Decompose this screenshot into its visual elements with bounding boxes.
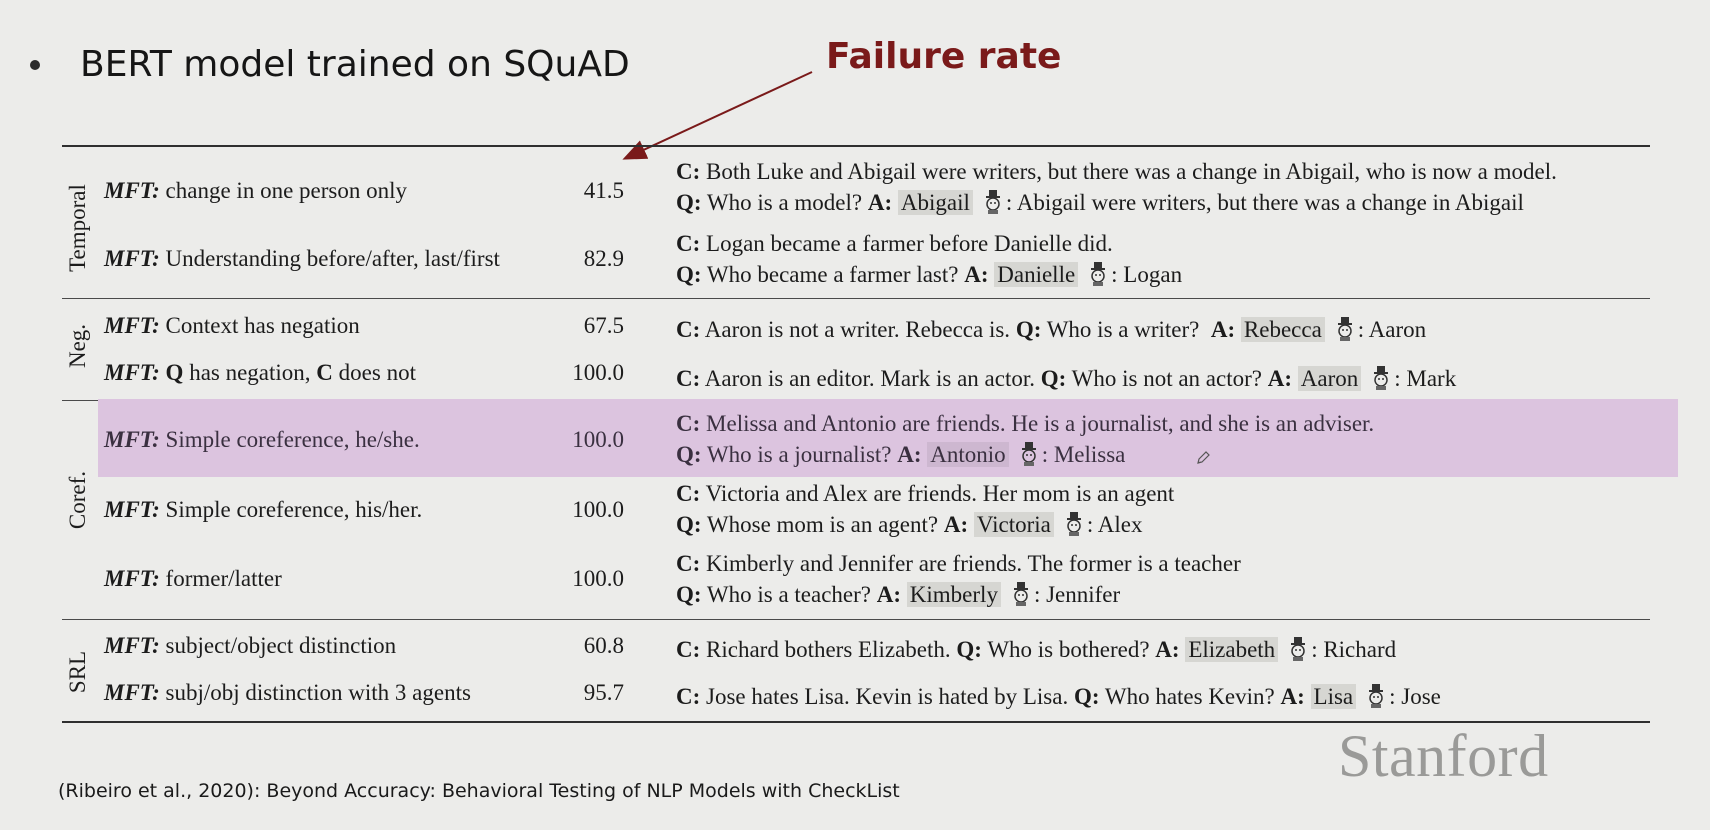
test-name: MFT: Simple coreference, his/her. — [104, 497, 423, 522]
failure-rate-value: 41.5 — [583, 178, 624, 203]
expected-answer: Antonio — [927, 442, 1009, 467]
pencil-icon — [1197, 451, 1210, 464]
group-label-coref: Coref. — [65, 470, 90, 530]
robot-icon — [1091, 262, 1106, 286]
bullet-icon — [30, 59, 40, 70]
highlighted-row-background — [98, 399, 1678, 477]
test-name: MFT: Understanding before/after, last/fi… — [104, 246, 500, 271]
model-prediction: : Jennifer — [1033, 582, 1121, 607]
expected-answer: Rebecca — [1240, 317, 1325, 342]
group-label-temporal: Temporal — [65, 184, 90, 272]
table-bottom-rule — [62, 721, 1650, 723]
group-label-srl: SRL — [65, 650, 90, 694]
failure-rate-value: 82.9 — [583, 246, 624, 271]
failure-rate-value: 60.8 — [583, 633, 624, 658]
test-name: MFT: change in one person only — [104, 178, 407, 203]
failure-rate-value: 100.0 — [572, 427, 624, 452]
robot-icon — [985, 190, 1000, 214]
example: C: Aaron is an editor. Mark is an actor.… — [676, 366, 1457, 391]
robot-icon — [1291, 637, 1306, 661]
test-name: MFT: Simple coreference, he/she. — [104, 427, 420, 452]
failure-rate-value: 100.0 — [572, 497, 624, 522]
model-prediction: : Logan — [1111, 262, 1183, 287]
expected-answer: Lisa — [1310, 684, 1357, 709]
model-prediction: : Richard — [1311, 637, 1397, 662]
expected-answer: Kimberly — [906, 582, 1001, 607]
example: C: Aaron is not a writer. Rebecca is. Q:… — [676, 317, 1427, 342]
model-prediction: : Alex — [1086, 512, 1143, 537]
model-prediction: : Abigail were writers, but there was a … — [1005, 190, 1524, 215]
failure-rate-value: 100.0 — [572, 360, 624, 385]
model-prediction: : Mark — [1394, 366, 1457, 391]
robot-icon — [1013, 582, 1028, 606]
test-name: MFT: Q has negation, C does not — [104, 360, 416, 385]
robot-icon — [1066, 512, 1081, 536]
test-name: MFT: former/latter — [104, 566, 282, 591]
example: C: Richard bothers Elizabeth. Q: Who is … — [676, 637, 1397, 662]
example: C: Logan became a farmer before Danielle… — [676, 231, 1183, 287]
expected-answer: Victoria — [973, 512, 1054, 537]
robot-icon — [1369, 684, 1384, 708]
failure-rate-value: 100.0 — [572, 566, 624, 591]
model-prediction: : Aaron — [1357, 317, 1427, 342]
example: C: Both Luke and Abigail were writers, b… — [676, 159, 1557, 215]
failure-rate-value: 67.5 — [583, 313, 624, 338]
model-prediction: : Melissa — [1041, 442, 1126, 467]
group-divider — [62, 298, 1650, 299]
expected-answer: Elizabeth — [1185, 637, 1279, 662]
model-prediction: : Jose — [1389, 684, 1441, 709]
test-name: MFT: subj/obj distinction with 3 agents — [104, 680, 471, 705]
expected-answer: Aaron — [1297, 366, 1362, 391]
test-name: MFT: Context has negation — [104, 313, 360, 338]
slide-title-row: BERT model trained on SQuAD — [30, 44, 630, 85]
robot-icon — [1337, 317, 1352, 341]
table-top-rule — [62, 145, 1650, 147]
example: C: Jose hates Lisa. Kevin is hated by Li… — [676, 684, 1441, 709]
robot-icon — [1374, 366, 1389, 390]
expected-answer: Danielle — [994, 262, 1079, 287]
robot-icon — [1021, 442, 1036, 466]
stanford-logo: Stanford — [1338, 723, 1549, 789]
example: C: Victoria and Alex are friends. Her mo… — [676, 481, 1175, 537]
citation-footnote: (Ribeiro et al., 2020): Beyond Accuracy:… — [58, 780, 900, 802]
test-name: MFT: subject/object distinction — [104, 633, 397, 658]
expected-answer: Abigail — [897, 190, 973, 215]
group-label-negation: Neg. — [65, 323, 90, 369]
example: C: Kimberly and Jennifer are friends. Th… — [676, 551, 1241, 607]
failure-rate-callout: Failure rate — [826, 36, 1062, 77]
group-divider — [62, 619, 1650, 620]
failure-rate-value: 95.7 — [583, 680, 624, 705]
slide-title: BERT model trained on SQuAD — [80, 44, 630, 85]
example: C: Melissa and Antonio are friends. He i… — [676, 411, 1375, 467]
